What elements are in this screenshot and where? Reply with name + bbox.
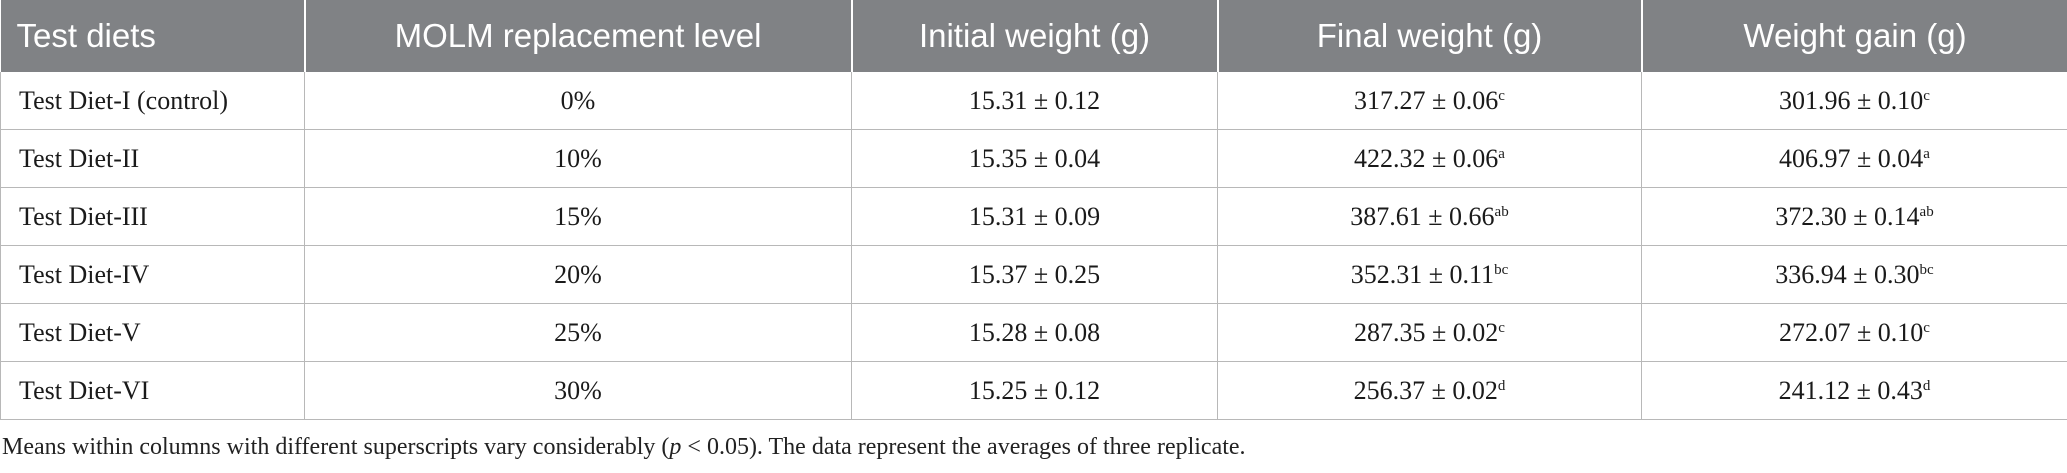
final-superscript: ab <box>1494 203 1509 220</box>
cell-diet: Test Diet-IV <box>0 245 305 304</box>
final-value: 287.35 ± 0.02 <box>1354 317 1499 347</box>
cell-level: 0% <box>304 72 852 130</box>
cell-gain: 241.12 ± 0.43d <box>1641 361 2067 420</box>
footnote-p-symbol: p <box>669 434 682 460</box>
cell-gain: 336.94 ± 0.30bc <box>1641 245 2067 304</box>
cell-level: 30% <box>304 361 852 420</box>
cell-gain: 301.96 ± 0.10c <box>1641 72 2067 130</box>
gain-value: 406.97 ± 0.04 <box>1779 143 1924 173</box>
gain-value: 272.07 ± 0.10 <box>1779 317 1924 347</box>
gain-value: 241.12 ± 0.43 <box>1778 375 1923 405</box>
cell-initial: 15.37 ± 0.25 <box>851 245 1218 304</box>
table-row: Test Diet-VI 30% 15.25 ± 0.12 256.37 ± 0… <box>0 361 2067 420</box>
header-molm-replacement-level: MOLM replacement level <box>303 0 852 72</box>
header-initial-weight: Initial weight (g) <box>850 0 1218 72</box>
cell-level: 20% <box>304 245 852 304</box>
cell-diet: Test Diet-VI <box>0 361 305 420</box>
table-row: Test Diet-III 15% 15.31 ± 0.09 387.61 ± … <box>0 187 2067 246</box>
cell-diet: Test Diet-II <box>0 129 305 188</box>
gain-superscript: d <box>1922 377 1931 394</box>
table-row: Test Diet-V 25% 15.28 ± 0.08 287.35 ± 0.… <box>0 303 2067 362</box>
gain-superscript: ab <box>1919 203 1934 220</box>
final-value: 422.32 ± 0.06 <box>1354 143 1499 173</box>
final-superscript: bc <box>1494 261 1509 278</box>
footnote-text-after: < 0.05). The data represent the averages… <box>681 434 1246 460</box>
final-value: 256.37 ± 0.02 <box>1353 375 1498 405</box>
table-row: Test Diet-IV 20% 15.37 ± 0.25 352.31 ± 0… <box>0 245 2067 304</box>
cell-diet: Test Diet-I (control) <box>0 72 305 130</box>
final-superscript: a <box>1498 145 1505 162</box>
table-row: Test Diet-I (control) 0% 15.31 ± 0.12 31… <box>0 72 2067 130</box>
header-row: Test diets MOLM replacement level Initia… <box>0 0 2067 72</box>
cell-gain: 272.07 ± 0.10c <box>1641 303 2067 362</box>
cell-final: 422.32 ± 0.06a <box>1217 129 1642 188</box>
cell-level: 15% <box>304 187 852 246</box>
header-weight-gain: Weight gain (g) <box>1640 0 2067 72</box>
cell-initial: 15.28 ± 0.08 <box>851 303 1218 362</box>
cell-final: 287.35 ± 0.02c <box>1217 303 1642 362</box>
table-row: Test Diet-II 10% 15.35 ± 0.04 422.32 ± 0… <box>0 129 2067 188</box>
final-value: 317.27 ± 0.06 <box>1354 85 1499 115</box>
cell-initial: 15.31 ± 0.09 <box>851 187 1218 246</box>
cell-final: 352.31 ± 0.11bc <box>1217 245 1642 304</box>
cell-level: 25% <box>304 303 852 362</box>
final-superscript: c <box>1498 319 1505 336</box>
gain-superscript: c <box>1923 87 1930 104</box>
cell-diet: Test Diet-III <box>0 187 305 246</box>
cell-initial: 15.35 ± 0.04 <box>851 129 1218 188</box>
cell-final: 387.61 ± 0.66ab <box>1217 187 1642 246</box>
cell-diet: Test Diet-V <box>0 303 305 362</box>
header-test-diets: Test diets <box>0 0 305 72</box>
cell-gain: 406.97 ± 0.04a <box>1641 129 2067 188</box>
table-footnote: Means within columns with different supe… <box>2 434 1246 461</box>
footnote-text-before: Means within columns with different supe… <box>2 434 670 460</box>
gain-superscript: c <box>1923 319 1930 336</box>
final-value: 387.61 ± 0.66 <box>1350 201 1495 231</box>
cell-final: 317.27 ± 0.06c <box>1217 72 1642 130</box>
final-superscript: c <box>1498 87 1505 104</box>
cell-final: 256.37 ± 0.02d <box>1217 361 1642 420</box>
cell-gain: 372.30 ± 0.14ab <box>1641 187 2067 246</box>
gain-value: 336.94 ± 0.30 <box>1775 259 1920 289</box>
final-superscript: d <box>1497 377 1506 394</box>
cell-level: 10% <box>304 129 852 188</box>
gain-value: 301.96 ± 0.10 <box>1779 85 1924 115</box>
gain-superscript: a <box>1923 145 1930 162</box>
cell-initial: 15.25 ± 0.12 <box>851 361 1218 420</box>
final-value: 352.31 ± 0.11 <box>1350 259 1495 289</box>
gain-value: 372.30 ± 0.14 <box>1775 201 1920 231</box>
cell-initial: 15.31 ± 0.12 <box>851 72 1218 130</box>
header-final-weight: Final weight (g) <box>1216 0 1642 72</box>
data-table: Test diets MOLM replacement level Initia… <box>0 0 2067 420</box>
gain-superscript: bc <box>1919 261 1934 278</box>
